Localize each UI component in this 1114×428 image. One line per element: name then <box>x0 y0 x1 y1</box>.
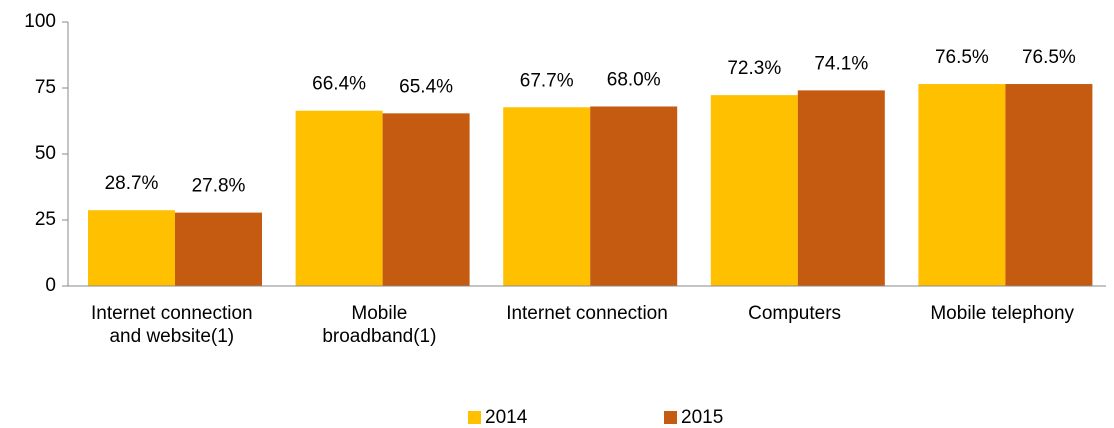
x-tick-label: Computers <box>748 303 841 324</box>
data-label: 76.5% <box>1022 47 1076 68</box>
y-tick-label: 100 <box>24 11 56 32</box>
data-label: 72.3% <box>727 58 781 79</box>
y-tick-label: 25 <box>35 209 56 230</box>
x-tick-label: Mobile telephony <box>930 303 1074 324</box>
data-label: 27.8% <box>192 176 246 197</box>
bar <box>503 107 591 286</box>
bar <box>382 113 470 287</box>
data-label: 68.0% <box>607 69 661 90</box>
bar <box>710 95 798 287</box>
bar <box>797 90 885 286</box>
x-tick-label: Internet connection and website(1) <box>91 303 253 347</box>
data-label: 74.1% <box>814 53 868 74</box>
bar <box>1005 84 1093 286</box>
x-tick-label: Mobile broadband(1) <box>322 303 436 347</box>
data-label: 66.4% <box>312 74 366 95</box>
legend-swatch <box>468 411 481 424</box>
data-label: 76.5% <box>935 47 989 68</box>
data-label: 65.4% <box>399 76 453 97</box>
bar <box>590 106 678 286</box>
bar <box>918 84 1006 286</box>
y-tick-label: 75 <box>35 77 56 98</box>
legend-label: 2014 <box>485 407 528 428</box>
x-tick-label: Internet connection <box>506 303 668 324</box>
y-tick-label: 0 <box>45 275 56 296</box>
bar <box>175 212 262 286</box>
data-label: 28.7% <box>105 173 159 194</box>
y-tick-label: 50 <box>35 143 56 164</box>
bar <box>88 210 175 286</box>
legend-label: 2015 <box>681 407 723 428</box>
data-label: 67.7% <box>520 70 574 91</box>
bar <box>295 110 383 286</box>
legend-swatch <box>664 411 677 424</box>
